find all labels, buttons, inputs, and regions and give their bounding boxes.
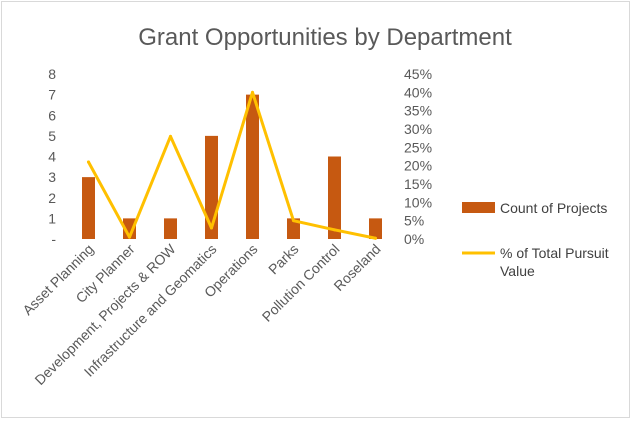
bar-count-of-projects — [369, 218, 382, 239]
right-tick-label: 5% — [404, 213, 424, 229]
left-tick-label: - — [51, 231, 56, 247]
right-tick-label: 25% — [404, 139, 432, 155]
chart-title: Grant Opportunities by Department — [138, 24, 512, 51]
legend-label-pct-pursuit-line1: % of Total Pursuit — [500, 245, 609, 261]
legend-label-pct-pursuit-line2: Value — [500, 263, 535, 279]
line-point — [169, 134, 172, 138]
left-tick-label: 2 — [48, 190, 56, 206]
bar-series — [82, 94, 382, 239]
line-pct-total-pursuit-value — [87, 90, 377, 240]
line-point — [292, 219, 295, 223]
line-point — [87, 160, 90, 164]
left-axis: - 1 2 3 4 5 6 7 8 — [48, 66, 56, 247]
x-tick-label: Parks — [265, 241, 302, 278]
bar-count-of-projects — [164, 218, 177, 239]
bar-count-of-projects — [328, 156, 341, 239]
left-tick-label: 5 — [48, 128, 56, 144]
legend: Count of Projects % of Total Pursuit Val… — [462, 200, 609, 279]
right-tick-label: 45% — [404, 66, 432, 82]
line-point — [333, 228, 336, 232]
right-tick-label: 40% — [404, 84, 432, 100]
left-tick-label: 1 — [48, 210, 56, 226]
right-axis: 0% 5% 10% 15% 20% 25% 30% 35% 40% 45% — [404, 66, 432, 247]
left-tick-label: 8 — [48, 66, 56, 82]
left-tick-label: 3 — [48, 169, 56, 185]
right-tick-label: 10% — [404, 194, 432, 210]
right-tick-label: 35% — [404, 103, 432, 119]
x-tick-label: Asset Planning — [19, 241, 96, 318]
left-tick-label: 6 — [48, 107, 56, 123]
line-series — [87, 90, 377, 240]
line-point — [210, 226, 213, 230]
bar-count-of-projects — [287, 218, 300, 239]
bar-count-of-projects — [82, 177, 95, 239]
line-point — [128, 235, 131, 239]
line-point — [251, 90, 254, 94]
right-tick-label: 0% — [404, 231, 424, 247]
legend-swatch-count-of-projects — [462, 202, 495, 213]
left-tick-label: 4 — [48, 149, 56, 165]
legend-label-count-of-projects: Count of Projects — [500, 200, 607, 216]
bar-count-of-projects — [246, 94, 259, 239]
right-tick-label: 20% — [404, 158, 432, 174]
line-point — [374, 236, 377, 240]
right-tick-label: 15% — [404, 176, 432, 192]
left-tick-label: 7 — [48, 87, 56, 103]
right-tick-label: 30% — [404, 121, 432, 137]
